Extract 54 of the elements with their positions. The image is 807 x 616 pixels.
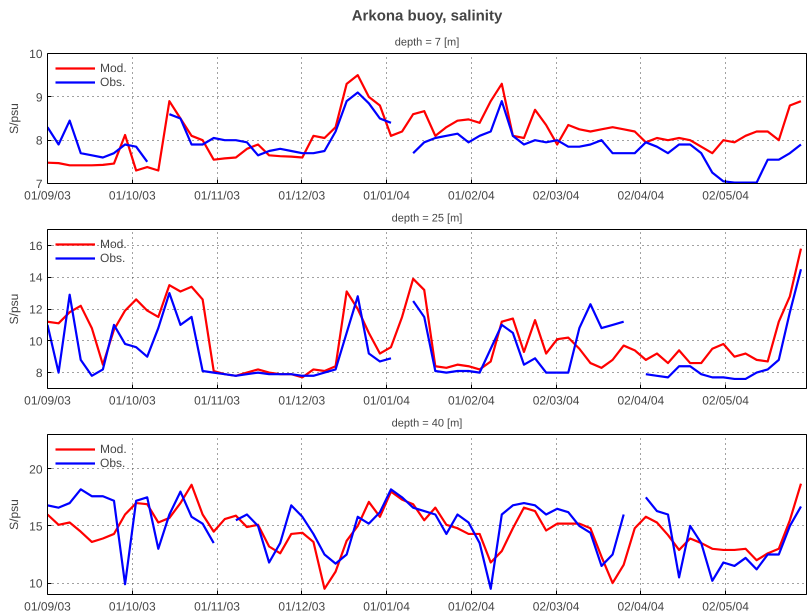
- x-tick-label: 01/11/03: [194, 188, 240, 202]
- x-tick-label: 01/01/04: [363, 600, 410, 614]
- chart-title: depth = 25 [m]: [392, 212, 462, 224]
- x-tick-label: 02/03/04: [532, 600, 580, 614]
- y-tick-label: 16: [29, 238, 43, 253]
- x-tick-label: 01/09/03: [24, 600, 72, 614]
- y-tick-label: 12: [29, 302, 43, 316]
- y-axis-title: S/psu: [7, 294, 22, 324]
- x-tick-label: 01/02/04: [448, 600, 496, 614]
- y-axis-title: S/psu: [7, 499, 22, 530]
- x-tick-label: 02/04/04: [617, 600, 665, 614]
- x-tick-label: 02/03/04: [532, 394, 580, 408]
- legend-label: Mod.: [100, 61, 127, 75]
- y-tick-label: 20: [29, 462, 43, 476]
- x-tick-label: 01/02/04: [448, 188, 496, 202]
- y-tick-label: 15: [29, 519, 43, 534]
- y-tick-label: 10: [29, 334, 43, 348]
- line-series: [48, 247, 802, 378]
- x-tick-label: 01/12/03: [278, 600, 326, 614]
- x-tick-label: 02/04/04: [617, 188, 665, 202]
- legend-label: Mod.: [100, 237, 127, 251]
- x-tick-label: 02/05/04: [702, 394, 750, 408]
- x-tick-label: 02/04/04: [617, 394, 665, 408]
- x-tick-label: 01/12/03: [278, 188, 326, 202]
- chart-title: depth = 40 [m]: [392, 418, 462, 430]
- x-tick-label: 02/05/04: [702, 188, 750, 202]
- chart-title: Arkona buoy, salinity: [352, 8, 503, 24]
- x-tick-label: 01/09/03: [24, 394, 72, 408]
- x-tick-label: 01/09/03: [24, 188, 72, 202]
- y-tick-label: 9: [36, 90, 43, 104]
- x-tick-label: 01/10/03: [108, 600, 156, 614]
- legend-label: Mod.: [100, 442, 127, 456]
- x-tick-label: 01/02/04: [448, 394, 496, 408]
- y-tick-label: 10: [29, 47, 43, 61]
- y-tick-label: 14: [29, 270, 43, 285]
- y-tick-label: 7: [36, 177, 43, 191]
- y-tick-label: 8: [36, 134, 43, 148]
- legend-label: Obs.: [100, 75, 126, 89]
- legend-label: Obs.: [100, 251, 126, 265]
- x-tick-label: 01/12/03: [278, 394, 326, 408]
- y-axis-title: S/psu: [7, 103, 22, 134]
- x-tick-label: 01/10/03: [108, 188, 156, 202]
- x-tick-label: 02/05/04: [702, 600, 750, 614]
- chart-subtitle: depth = 7 [m]: [394, 36, 460, 48]
- y-tick-label: 10: [29, 576, 43, 591]
- x-tick-label: 01/01/04: [363, 394, 410, 408]
- legend-label: Obs.: [100, 456, 126, 470]
- x-tick-label: 01/11/03: [194, 600, 240, 614]
- x-tick-label: 01/10/03: [108, 394, 156, 408]
- x-tick-label: 02/03/04: [532, 188, 580, 202]
- x-tick-label: 01/11/03: [194, 394, 240, 408]
- y-tick-label: 8: [36, 366, 43, 380]
- line-series: [48, 74, 802, 172]
- x-tick-label: 01/01/04: [363, 188, 410, 202]
